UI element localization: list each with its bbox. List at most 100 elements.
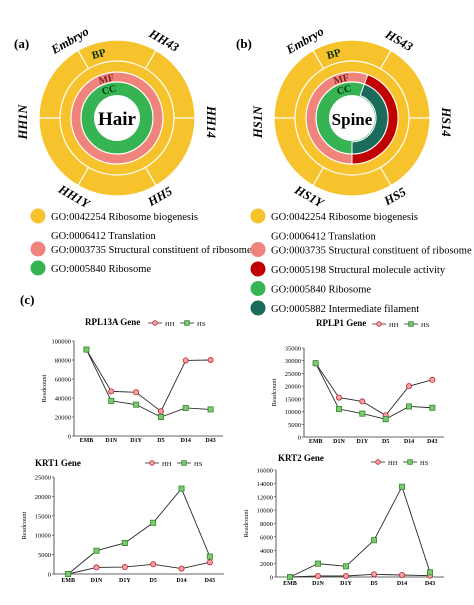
x-tick-label: D43 <box>205 438 215 444</box>
legend-label: GO:0003735 Structural constituent of rib… <box>271 246 472 257</box>
ring-label-bp: BP <box>91 47 108 62</box>
y-axis-label: Readcount <box>243 509 250 537</box>
point-hs <box>359 410 366 417</box>
ring-separator <box>312 167 325 186</box>
legend-label: GO:0005840 Ribosome <box>51 264 151 275</box>
point-hs <box>312 360 319 367</box>
point-hs <box>405 403 412 410</box>
y-tick-label: 0 <box>68 434 71 441</box>
point-hh <box>429 376 436 383</box>
chart-title: KRT2 Gene <box>278 453 324 463</box>
y-tick-label: 8000 <box>260 521 273 528</box>
y-tick-label: 25000 <box>35 475 51 482</box>
legend-label-hs: HS <box>197 321 206 328</box>
point-hs <box>342 563 349 570</box>
x-tick-label: D1Y <box>119 578 131 584</box>
legend-label-hs: HS <box>194 461 203 468</box>
sample-label: HS14 <box>439 106 453 136</box>
x-tick-label: D5 <box>149 578 156 584</box>
legend-label: GO:0003735 Structural constituent of rib… <box>51 245 252 256</box>
point-hh <box>206 559 213 566</box>
panel-a-letter: (a) <box>14 36 29 51</box>
point-hh <box>370 571 377 578</box>
y-axis-label: Readcount <box>21 511 28 539</box>
legend-label-hs: HS <box>420 460 429 467</box>
y-tick-label: 40000 <box>55 396 71 403</box>
ring-separator <box>379 167 392 186</box>
legend-label: GO:0042254 Ribosome biogenesis <box>271 212 418 223</box>
legend-marker-hh <box>376 321 382 327</box>
point-hh <box>108 388 115 395</box>
point-hh <box>182 357 189 364</box>
legend-label-hh: HH <box>389 322 399 329</box>
legend-swatch <box>250 208 266 224</box>
y-tick-label: 2000 <box>260 561 273 568</box>
legend-swatch <box>250 300 266 316</box>
x-tick-label: EMB <box>283 581 297 587</box>
point-hs <box>150 519 157 526</box>
legend-label: GO:0042254 Ribosome biogenesis <box>51 212 198 223</box>
ring-label-cc: CC <box>336 83 353 97</box>
y-axis-label: Readcount <box>41 374 48 402</box>
x-tick-label: D1N <box>105 438 117 444</box>
y-tick-label: 20000 <box>285 384 301 391</box>
y-tick-label: 5000 <box>38 552 51 559</box>
ring-center <box>94 95 140 141</box>
point-hs <box>335 406 342 413</box>
line-chart-krt1-gene: KRT1 Gene 0 5000 10000 15000 20000 25000 EMB D1N… <box>21 458 224 584</box>
chart-title: RPL13A Gene <box>85 317 140 327</box>
x-tick-label: D5 <box>382 439 389 445</box>
legend-swatch <box>250 242 266 257</box>
point-hh <box>93 564 100 571</box>
legend-label: GO:0005840 Ribosome <box>271 285 371 296</box>
y-tick-label: 80000 <box>55 358 71 365</box>
y-tick-label: 5000 <box>288 422 301 429</box>
y-axis-label: Readcount <box>271 378 278 406</box>
sample-label: HH1N <box>16 104 30 141</box>
x-tick-label: D1Y <box>340 581 352 587</box>
x-tick-label: D14 <box>176 578 186 584</box>
ring-separator <box>312 50 325 69</box>
point-hh <box>314 572 321 579</box>
y-tick-label: 6000 <box>260 534 273 541</box>
x-tick-label: D43 <box>427 439 437 445</box>
point-hs <box>429 404 436 411</box>
point-hs <box>206 553 213 560</box>
panel-c-letter: (c) <box>20 292 34 307</box>
ring-label-bp: BP <box>326 47 343 62</box>
x-tick-label: D1N <box>91 578 103 584</box>
y-tick-label: 15000 <box>35 513 51 520</box>
y-tick-label: 60000 <box>55 377 71 384</box>
point-hh <box>150 561 157 568</box>
point-hh <box>335 394 342 401</box>
legend-label: GO:0005882 Intermediate filament <box>271 304 419 315</box>
point-hs <box>207 406 214 413</box>
point-hs <box>182 404 189 411</box>
series-line-hh <box>86 349 211 412</box>
y-tick-label: 15000 <box>285 396 301 403</box>
x-tick-label: D43 <box>205 578 215 584</box>
point-hh <box>157 408 164 415</box>
point-hh <box>207 356 214 363</box>
legend-label: GO:0005198 Structural molecule activity <box>271 265 446 276</box>
point-hs <box>178 485 185 492</box>
legend-marker-hs <box>407 459 413 465</box>
y-tick-label: 12000 <box>257 494 273 501</box>
legend-label-hh: HH <box>388 460 398 467</box>
ring-label-mf: MF <box>98 73 116 87</box>
x-tick-label: D14 <box>397 581 407 587</box>
legend-swatch <box>250 281 266 296</box>
point-hh <box>133 389 140 396</box>
x-tick-label: D14 <box>181 438 191 444</box>
legend-label-hh: HH <box>162 461 172 468</box>
series-line-hs <box>289 485 431 578</box>
legend-marker-hh <box>152 320 158 326</box>
legend-swatch <box>250 261 266 277</box>
series-line-hs <box>315 363 433 420</box>
cc-intermediate-filament-segment <box>351 83 389 155</box>
x-tick-label: D5 <box>157 438 164 444</box>
y-tick-label: 0 <box>48 572 51 579</box>
x-tick-label: D5 <box>370 581 377 587</box>
